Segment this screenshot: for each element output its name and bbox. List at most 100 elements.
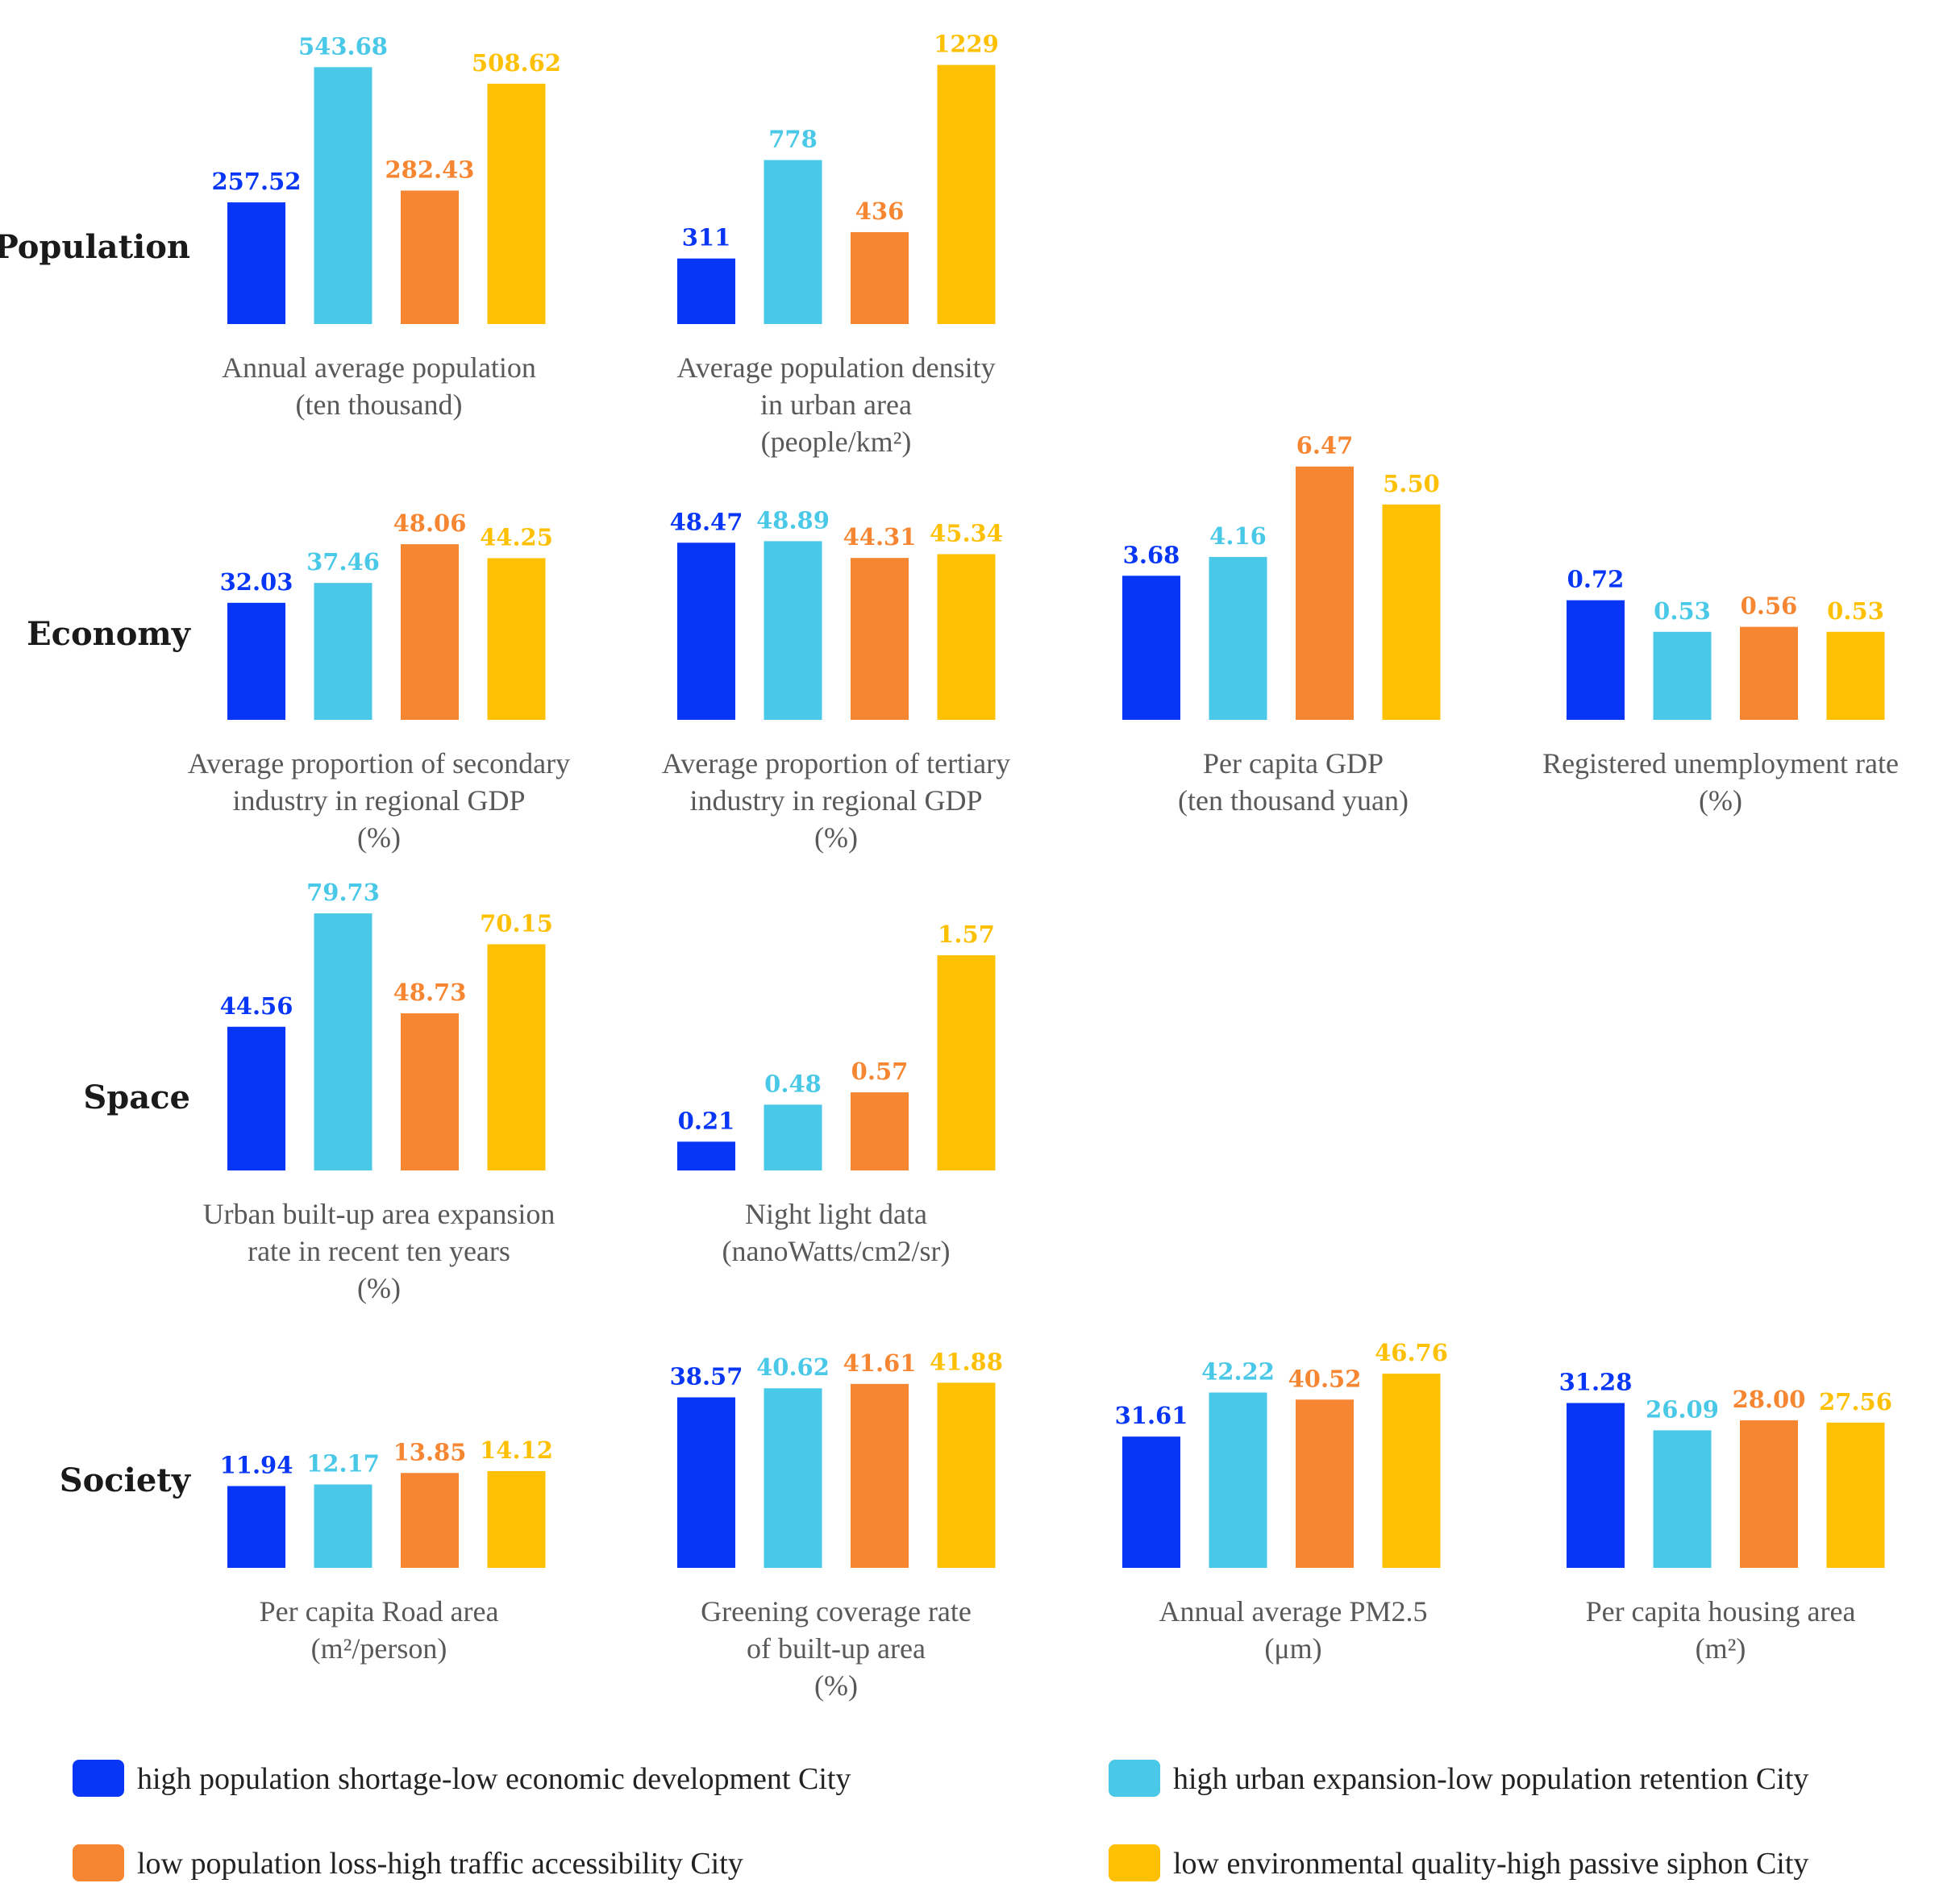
chart-label-line: in urban area — [760, 389, 912, 421]
chart-label-line: Average proportion of tertiary — [662, 747, 1010, 779]
bar-chart-12: 31.28 26.09 28.00 27.56 Per capita housing a… — [1559, 1368, 1892, 1665]
chart-label-line: (nanoWatts/cm2/sr) — [722, 1235, 950, 1267]
bar-value-label: 543.68 — [298, 32, 388, 60]
row-label-society: Society — [60, 1461, 192, 1499]
legend: high population shortage-low economic de… — [73, 1760, 1808, 1881]
legend-swatch — [73, 1760, 124, 1797]
bar — [937, 955, 996, 1170]
bar — [314, 67, 372, 325]
legend-label: low population loss-high traffic accessi… — [137, 1847, 743, 1881]
row-label-space: Space — [83, 1079, 190, 1116]
bar-value-label: 3.68 — [1123, 541, 1180, 568]
bar — [227, 202, 285, 324]
bar-value-label: 79.73 — [306, 879, 380, 906]
bar — [677, 543, 735, 720]
bar-value-label: 42.22 — [1201, 1358, 1275, 1386]
chart-label-line: (ten thousand yuan) — [1178, 784, 1409, 817]
bar-value-label: 0.57 — [851, 1058, 909, 1085]
bar-value-label: 31.61 — [1115, 1402, 1188, 1429]
legend-swatch — [73, 1844, 124, 1881]
row-label-economy: Economy — [27, 615, 192, 653]
bar — [851, 231, 909, 324]
bar-value-label: 31.28 — [1559, 1368, 1633, 1395]
bar — [677, 1141, 735, 1170]
bar — [851, 1092, 909, 1170]
bar-value-label: 28.00 — [1733, 1386, 1806, 1413]
bar-value-label: 257.52 — [212, 168, 302, 195]
bar-value-label: 44.31 — [843, 523, 917, 551]
bar-value-label: 0.56 — [1741, 592, 1798, 620]
bar-value-label: 37.46 — [306, 548, 380, 576]
bar-chart-10: 38.57 40.62 41.61 41.88 Greening coverage ra… — [670, 1348, 1003, 1702]
legend-item: high urban expansion-low population rete… — [1109, 1760, 1808, 1797]
bar-value-label: 41.88 — [930, 1348, 1003, 1375]
bar-chart-11: 31.61 42.22 40.52 46.76 Annual average PM2.5… — [1115, 1339, 1448, 1665]
bar — [1209, 556, 1267, 720]
chart-label-line: industry in regional GDP — [233, 784, 526, 817]
bar-chart-7: 44.56 79.73 48.73 70.15 Urban built-up area … — [203, 879, 556, 1304]
bar-value-label: 311 — [682, 224, 731, 252]
bar — [401, 1473, 459, 1568]
bar-value-label: 1.57 — [938, 921, 995, 948]
bar-value-label: 48.89 — [756, 506, 830, 534]
bar — [227, 1486, 285, 1568]
bar-chart-3: 32.03 37.46 48.06 44.25 Average proportion o… — [188, 509, 570, 854]
bar — [764, 160, 822, 324]
bar-value-label: 0.48 — [764, 1070, 822, 1097]
bar-value-label: 11.94 — [220, 1452, 293, 1479]
bar — [487, 558, 546, 720]
chart-label-line: (m²/person) — [311, 1632, 447, 1665]
bar — [1209, 1392, 1267, 1568]
bar-value-label: 40.52 — [1288, 1365, 1362, 1392]
legend-item: low population loss-high traffic accessi… — [73, 1844, 743, 1881]
bar-value-label: 27.56 — [1819, 1388, 1892, 1416]
chart-label-line: Registered unemployment rate — [1542, 747, 1899, 779]
bar — [1382, 504, 1441, 720]
bar — [1653, 1430, 1712, 1568]
chart-label-line: Greening coverage rate — [701, 1595, 972, 1628]
bar-value-label: 0.21 — [678, 1107, 735, 1134]
bar — [401, 190, 459, 324]
bar — [1826, 1422, 1885, 1568]
bar — [487, 944, 546, 1170]
bar — [677, 258, 735, 324]
chart-label-line: (m²) — [1696, 1632, 1746, 1665]
bar — [487, 83, 546, 324]
bar-value-label: 38.57 — [670, 1362, 743, 1390]
bar-value-label: 5.50 — [1383, 470, 1440, 497]
bar-value-label: 14.12 — [480, 1436, 553, 1464]
bar — [677, 1397, 735, 1568]
bar-value-label: 40.62 — [756, 1353, 830, 1381]
bar-value-label: 778 — [768, 126, 818, 153]
bar — [851, 1383, 909, 1568]
bar — [314, 913, 372, 1170]
bar-value-label: 4.16 — [1209, 522, 1267, 550]
bar — [1740, 1420, 1798, 1568]
chart-label-line: Annual average PM2.5 — [1159, 1595, 1428, 1628]
legend-label: high urban expansion-low population rete… — [1173, 1762, 1808, 1796]
chart-label-line: Annual average population — [222, 351, 536, 384]
bar-value-label: 44.25 — [480, 523, 553, 551]
bar-value-label: 48.06 — [393, 509, 467, 537]
bar — [1122, 1436, 1180, 1568]
bar — [487, 1470, 546, 1568]
row-label-population: Population — [0, 228, 190, 266]
bar — [764, 541, 822, 720]
bar — [937, 64, 996, 325]
bar — [1653, 631, 1712, 720]
bar-value-label: 46.76 — [1375, 1339, 1448, 1366]
chart-label-line: industry in regional GDP — [690, 784, 983, 817]
bar — [1296, 466, 1354, 720]
legend-swatch — [1109, 1760, 1160, 1797]
bar-value-label: 32.03 — [220, 568, 293, 596]
chart-label-line: (%) — [1699, 784, 1742, 817]
chart-label-line: rate in recent ten years — [248, 1235, 510, 1267]
bar-value-label: 26.09 — [1646, 1395, 1719, 1423]
legend-item: low environmental quality-high passive s… — [1109, 1844, 1808, 1881]
bar-chart-5: 3.68 4.16 6.47 5.50 Per capita GDP (ten thous… — [1122, 432, 1441, 817]
bar-value-label: 70.15 — [480, 909, 553, 937]
bar-chart-6: 0.72 0.53 0.56 0.53 Registered unemployment … — [1542, 566, 1899, 817]
charts: 257.52 543.68 282.43 508.62 Annual average p… — [188, 31, 1899, 1702]
bar — [1296, 1399, 1354, 1568]
